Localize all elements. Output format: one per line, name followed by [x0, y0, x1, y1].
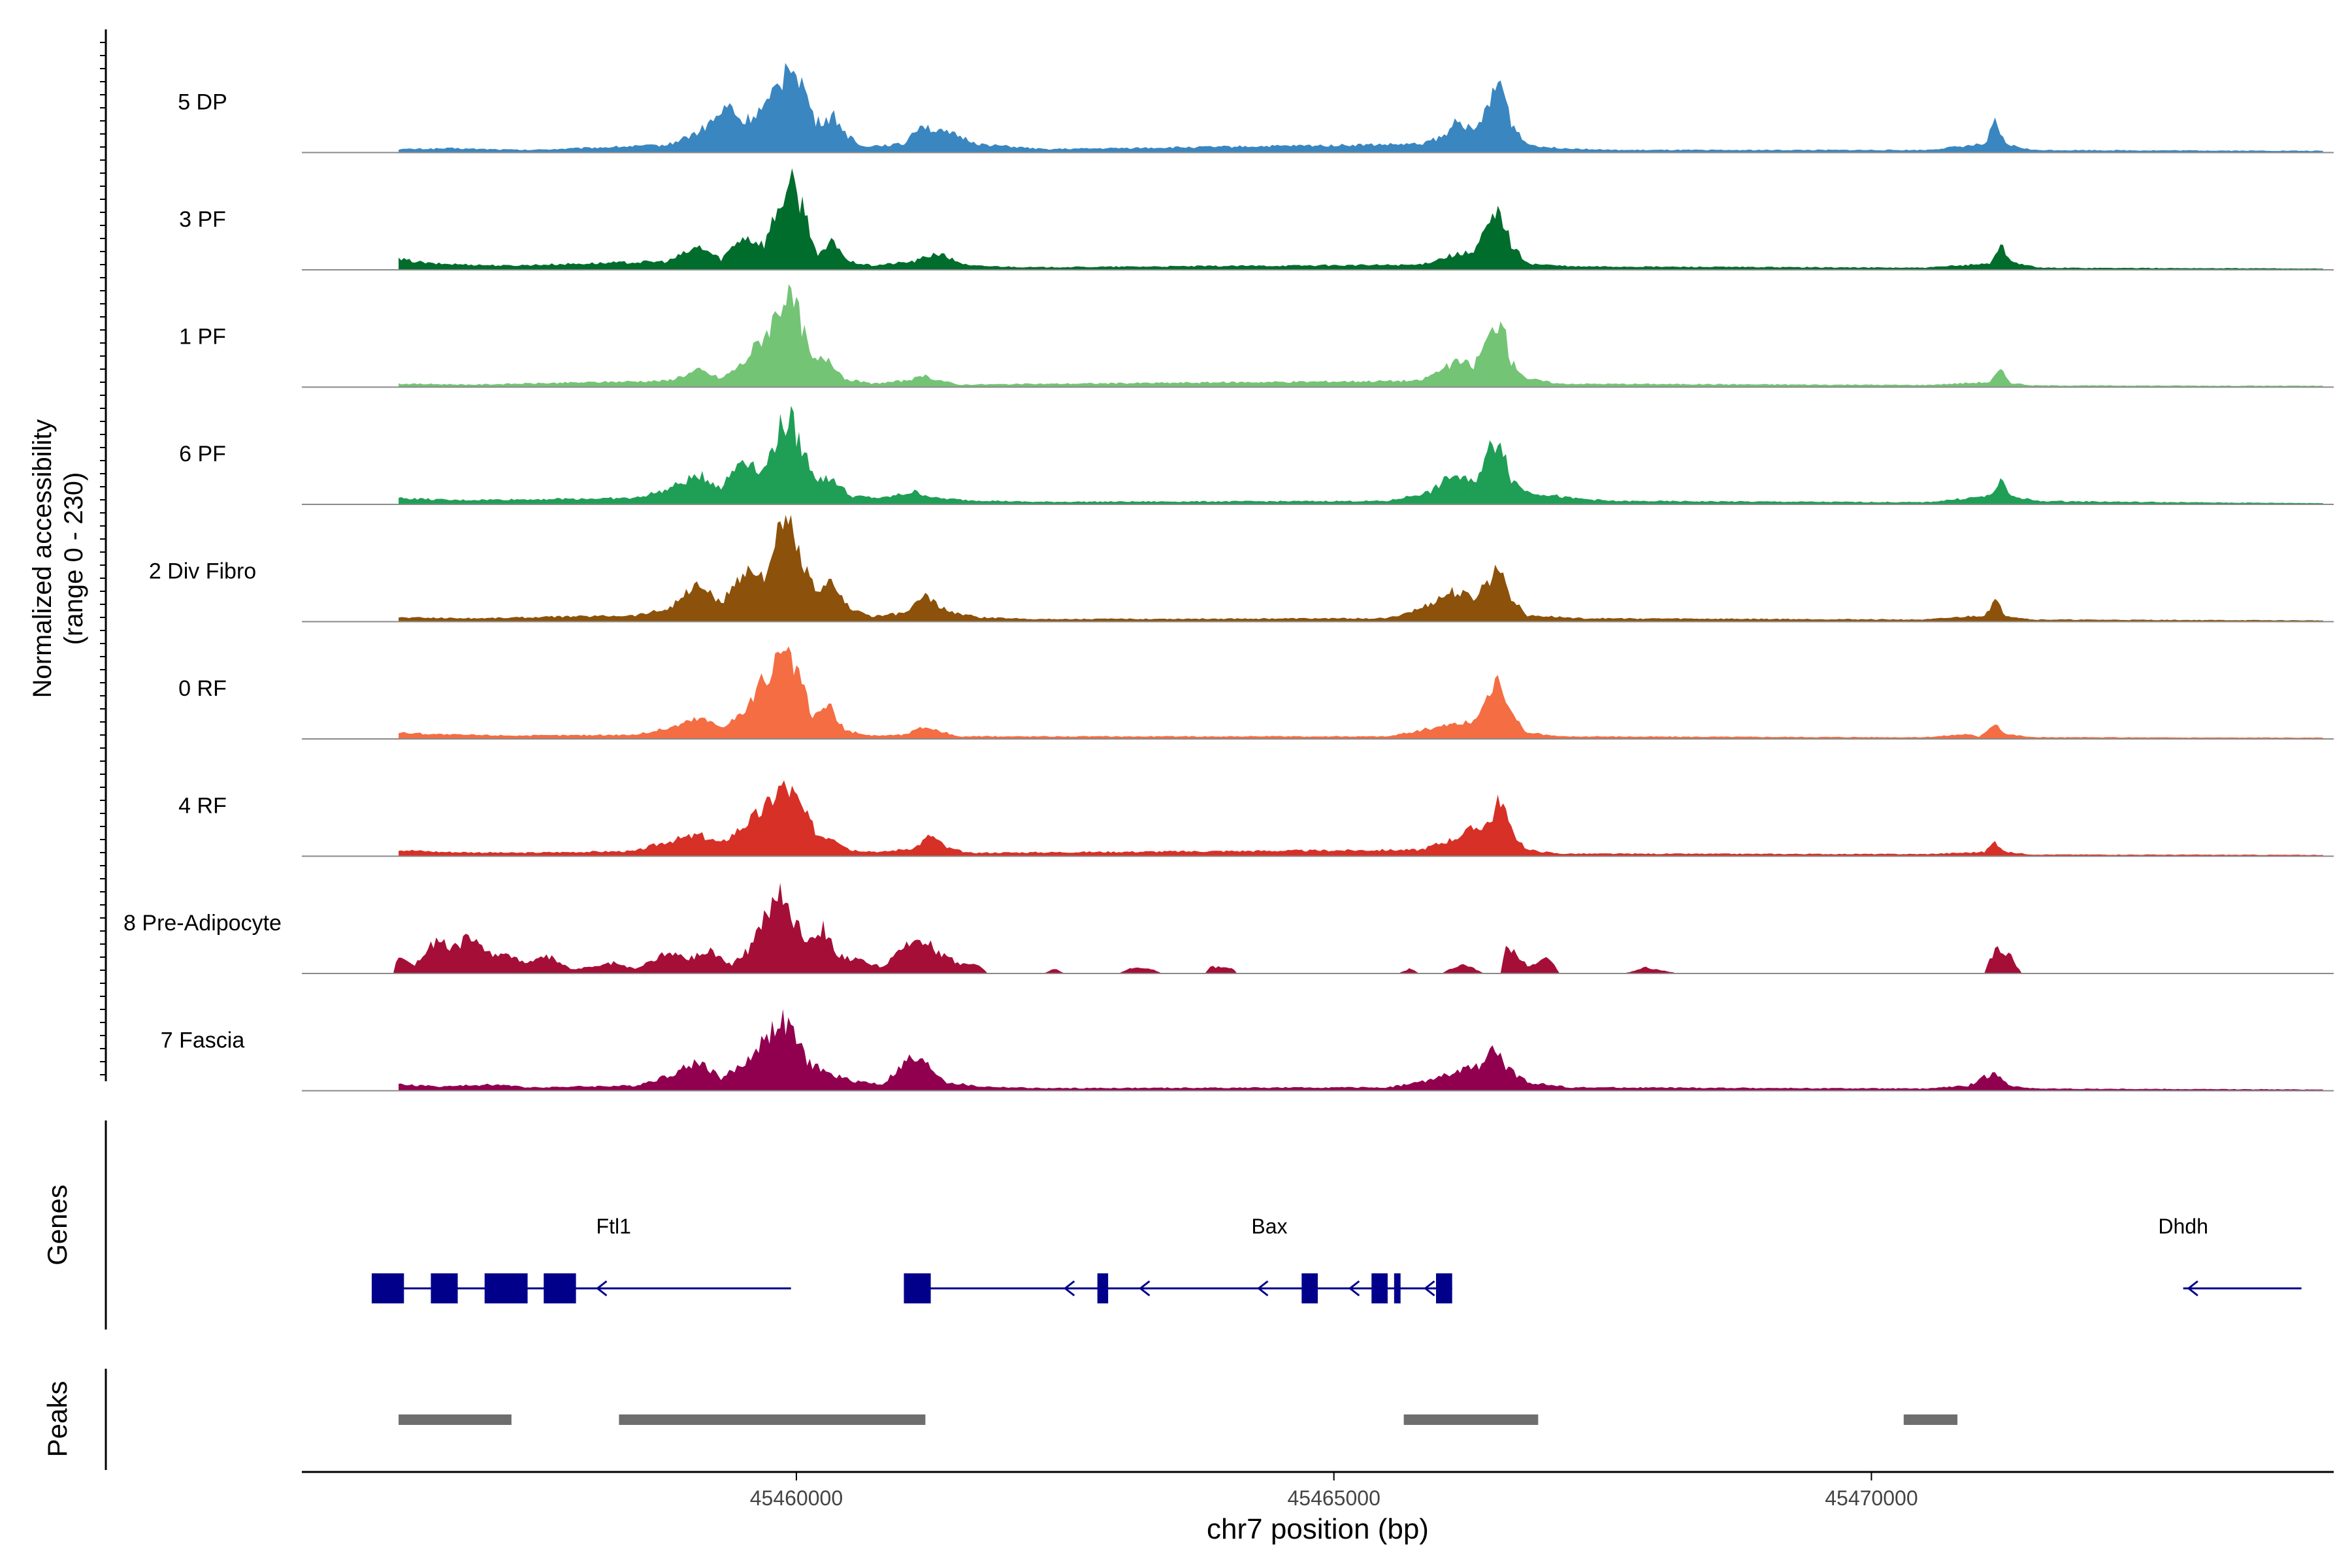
series-area-2-div-fibro: [399, 515, 2323, 622]
strand-arrow: [1424, 1280, 1435, 1297]
gene-label: Ftl1: [596, 1215, 631, 1238]
series-area-1-pf: [399, 284, 2323, 387]
y-axis: Normalized accessibility (range 0 - 230): [28, 29, 107, 1081]
track-3-pf: [302, 168, 2334, 270]
peak-bars: [399, 1414, 1958, 1425]
gene-label: Bax: [1251, 1215, 1287, 1238]
series-area-0-rf: [399, 646, 2323, 739]
y-axis-range-label: (range 0 - 230): [59, 472, 88, 645]
peak-bar: [1403, 1414, 1539, 1425]
gene-exon: [1097, 1273, 1109, 1303]
strand-arrow: [1139, 1280, 1151, 1297]
track-label: 4 RF: [178, 794, 227, 819]
x-axis-ticks: 45460000 45465000 45470000: [750, 1472, 1918, 1510]
strand-arrow: [1257, 1280, 1269, 1297]
track-2-div-fibro: [302, 515, 2334, 623]
track-6-pf: [302, 406, 2334, 505]
genes-track-label: Genes: [42, 1184, 73, 1266]
track-4-rf: [302, 780, 2334, 857]
peak-bar: [399, 1414, 512, 1425]
series-area-5-dp: [399, 63, 2323, 153]
series-area-6-pf: [399, 406, 2323, 504]
strand-arrow: [1063, 1280, 1075, 1297]
peaks-track-label: Peaks: [42, 1381, 73, 1458]
strand-arrow: [2187, 1280, 2198, 1297]
gene-exon: [1436, 1273, 1452, 1303]
gene-exon: [904, 1273, 931, 1303]
series-area-3-pf: [399, 168, 2323, 270]
track-label: 5 DP: [178, 90, 227, 115]
gene-ftl1: Ftl1: [371, 1215, 791, 1303]
series-area-8-pre-adipocyte: [393, 883, 2323, 973]
strand-arrow: [1348, 1280, 1360, 1297]
gene-exon: [484, 1273, 528, 1303]
peaks-track: Peaks: [42, 1369, 1958, 1470]
gene-models: Ftl1 Bax Dhdh: [371, 1215, 2302, 1303]
gene-exon: [544, 1273, 576, 1303]
track-0-rf: [302, 646, 2334, 740]
track-label: 8 Pre-Adipocyte: [123, 911, 282, 936]
x-tick-label: 45470000: [1825, 1486, 1918, 1510]
gene-bax: Bax: [904, 1215, 1452, 1303]
x-axis-title: chr7 position (bp): [1207, 1513, 1429, 1545]
x-tick-label: 45460000: [750, 1486, 843, 1510]
gene-exon: [1371, 1273, 1388, 1303]
gene-exon: [1301, 1273, 1318, 1303]
strand-arrow: [596, 1280, 608, 1297]
track-1-pf: [302, 284, 2334, 388]
gene-dhdh: Dhdh: [2158, 1215, 2302, 1297]
track-label: 0 RF: [178, 676, 227, 701]
genes-track: Genes Ftl1 Bax Dhdh: [42, 1120, 2302, 1330]
track-8-pre-adipocyte: [302, 883, 2334, 974]
track-label: 7 Fascia: [161, 1028, 245, 1053]
x-tick-label: 45465000: [1287, 1486, 1380, 1510]
track-label: 2 Div Fibro: [149, 559, 256, 584]
track-label: 3 PF: [179, 207, 226, 232]
gene-exon: [431, 1273, 458, 1303]
series-area-4-rf: [399, 780, 2323, 857]
y-axis-ticks: [100, 42, 106, 1075]
track-label: 6 PF: [179, 442, 226, 466]
series-area-7-fascia: [399, 1009, 2323, 1091]
track-labels: 5 DP 3 PF 1 PF 6 PF 2 Div Fibro 0 RF 4 RF 8 Pre…: [123, 90, 282, 1053]
gene-exon: [1394, 1273, 1401, 1303]
peak-bar: [1903, 1414, 1958, 1425]
coverage-tracks: [302, 63, 2334, 1092]
track-5-dp: [302, 63, 2334, 154]
track-7-fascia: [302, 1009, 2334, 1092]
x-axis: 45460000 45465000 45470000 chr7 position (…: [302, 1471, 2334, 1545]
gene-exon: [371, 1273, 404, 1303]
y-axis-title: Normalized accessibility: [28, 419, 57, 698]
track-label: 1 PF: [179, 325, 226, 350]
peak-bar: [619, 1414, 926, 1425]
gene-label: Dhdh: [2158, 1215, 2208, 1238]
